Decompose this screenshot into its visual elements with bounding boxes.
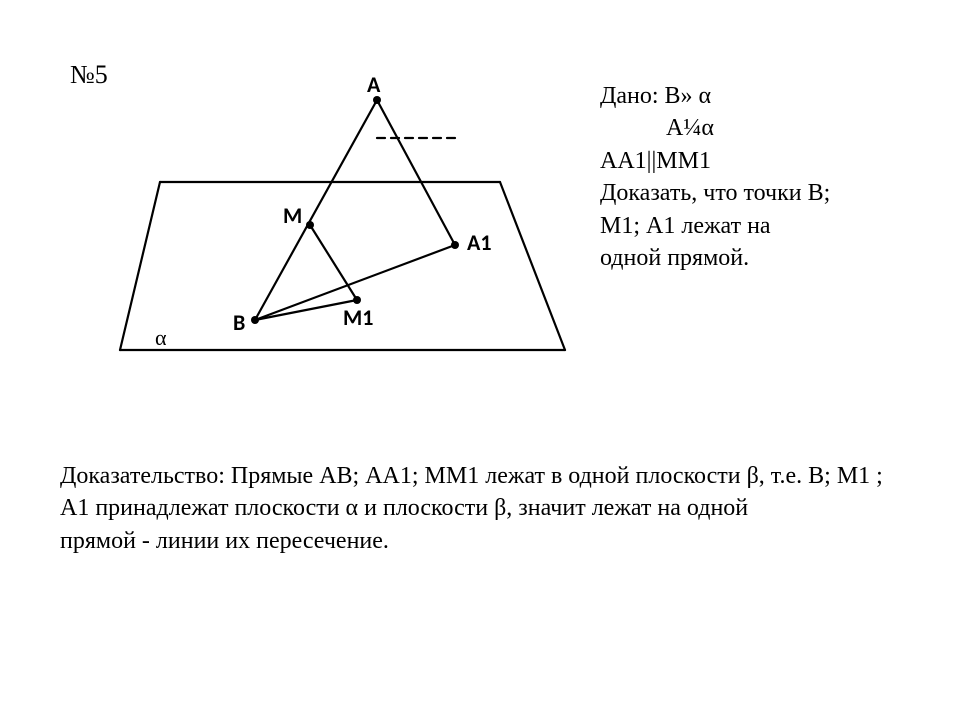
svg-text:A: A: [367, 71, 381, 98]
proof-line: прямой - линии их пересечение.: [60, 525, 950, 557]
proof-line: Доказательство: Прямые АВ; АА1; ММ1 лежа…: [60, 460, 950, 492]
given-block: Дано: В» α А¼α АА1||ММ1 Доказать, что то…: [600, 80, 930, 274]
proof-line: А1 принадлежат плоскости α и плоскости β…: [60, 492, 950, 524]
svg-text:M: M: [283, 202, 302, 229]
given-line: Доказать, что точки В;: [600, 177, 930, 209]
svg-text:B: B: [233, 309, 245, 336]
given-line: одной прямой.: [600, 242, 930, 274]
svg-text:A1: A1: [467, 229, 491, 256]
proof-block: Доказательство: Прямые АВ; АА1; ММ1 лежа…: [60, 460, 950, 557]
given-line: А¼α: [600, 112, 930, 144]
svg-text:α: α: [155, 325, 167, 350]
geometry-diagram: A A1 M M1 Bα: [100, 70, 600, 390]
given-line: М1; А1 лежат на: [600, 210, 930, 242]
given-line: Дано: В» α: [600, 80, 930, 112]
svg-text:M1: M1: [343, 304, 373, 331]
given-line: АА1||ММ1: [600, 145, 930, 177]
